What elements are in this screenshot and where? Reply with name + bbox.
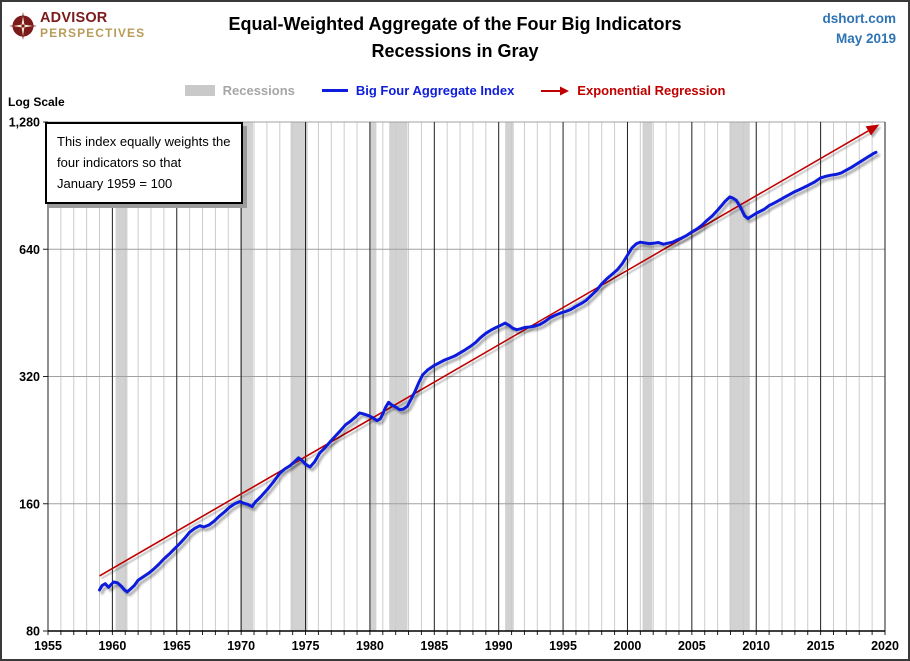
regression-line bbox=[99, 124, 880, 577]
logo-advisor-text: ADVISOR bbox=[40, 10, 108, 26]
annotation-text: This index equally weights the four indi… bbox=[57, 134, 231, 191]
blue-line-swatch bbox=[321, 89, 348, 92]
x-axis-label: 2020 bbox=[871, 639, 899, 653]
chart-subtitle: Recessions in Gray bbox=[371, 41, 539, 61]
red-arrow-swatch bbox=[541, 86, 570, 95]
big-four-line bbox=[98, 150, 878, 594]
legend-item-big-four: Big Four Aggregate Index bbox=[321, 83, 515, 98]
x-axis-label: 2005 bbox=[678, 639, 706, 653]
y-axis-label: 1,280 bbox=[9, 116, 40, 130]
x-axis-label: 1995 bbox=[549, 639, 577, 653]
legend-label-regression: Exponential Regression bbox=[577, 83, 726, 98]
legend-item-regression: Exponential Regression bbox=[541, 83, 725, 98]
source-site: dshort.com bbox=[822, 11, 896, 26]
y-axis-label: 160 bbox=[19, 497, 40, 511]
logo-perspectives-text: PERSPECTIVES bbox=[40, 25, 146, 40]
y-axis-label: 320 bbox=[19, 370, 40, 384]
x-axis-label: 1970 bbox=[227, 639, 255, 653]
x-axis-label: 1980 bbox=[356, 639, 384, 653]
x-axis-label: 1960 bbox=[98, 639, 126, 653]
chart-title-block: Equal-Weighted Aggregate of the Four Big… bbox=[0, 11, 910, 65]
x-axis-label: 1975 bbox=[292, 639, 320, 653]
x-axis-label: 2000 bbox=[614, 639, 642, 653]
log-scale-label: Log Scale bbox=[8, 95, 65, 109]
legend-item-recessions: Recessions bbox=[184, 83, 295, 98]
x-axis-label: 2015 bbox=[807, 639, 835, 653]
annotation-box: This index equally weights the four indi… bbox=[45, 122, 243, 204]
legend-label-big-four: Big Four Aggregate Index bbox=[355, 83, 515, 98]
advisor-perspectives-logo: ADVISOR PERSPECTIVES bbox=[8, 9, 145, 41]
x-axis-label: 1990 bbox=[485, 639, 513, 653]
legend: Recessions Big Four Aggregate Index Expo… bbox=[0, 83, 910, 98]
x-axis-label: 1955 bbox=[34, 639, 62, 653]
chart-title: Equal-Weighted Aggregate of the Four Big… bbox=[228, 14, 682, 34]
y-axis-label: 640 bbox=[19, 243, 40, 257]
x-axis-label: 1985 bbox=[420, 639, 448, 653]
x-axis-label: 1965 bbox=[163, 639, 191, 653]
legend-label-recessions: Recessions bbox=[222, 83, 295, 98]
source-block: dshort.com May 2019 bbox=[822, 9, 896, 49]
x-axis-label: 2010 bbox=[742, 639, 770, 653]
compass-icon bbox=[9, 12, 37, 40]
recession-swatch bbox=[184, 85, 215, 96]
y-axis-label: 80 bbox=[26, 625, 40, 639]
source-date: May 2019 bbox=[835, 31, 896, 46]
